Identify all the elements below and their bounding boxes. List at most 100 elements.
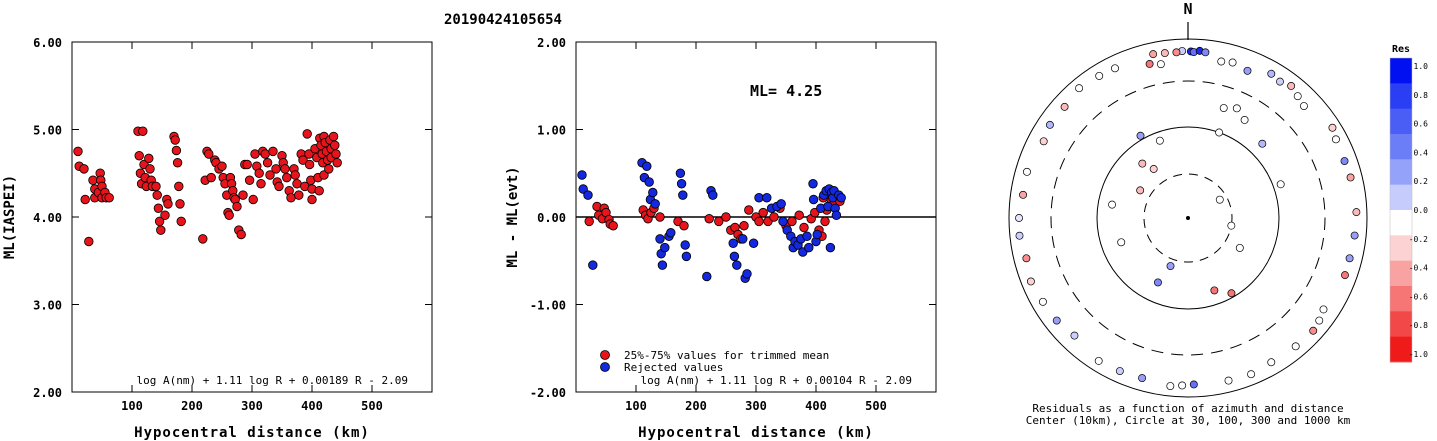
plot2-point — [769, 212, 779, 222]
plot1-point — [104, 193, 114, 203]
station-marker — [1224, 376, 1233, 385]
plot1-point — [156, 225, 166, 235]
station-marker — [1154, 278, 1162, 287]
station-marker — [1247, 370, 1256, 379]
figure-title: 20190424105654 — [444, 12, 562, 28]
map-caption-line1: Residuals as a function of azimuth and d… — [1032, 402, 1343, 415]
station-marker — [1015, 214, 1023, 222]
plot2-point — [676, 179, 687, 189]
plot2-point — [708, 190, 718, 200]
colorbar-block — [1390, 83, 1412, 110]
plot1-yticks: 2.00 3.00 4.00 5.00 6.00 — [33, 36, 432, 400]
plot2-point — [825, 242, 836, 253]
plot2-ytick-label: -1.00 — [530, 299, 566, 313]
colorbar-tick-label: 0.4 — [1414, 148, 1429, 157]
plot2-point — [836, 193, 846, 203]
station-marker — [1267, 358, 1276, 367]
station-marker — [1178, 381, 1187, 390]
plot1-point — [268, 146, 278, 157]
station-marker — [1060, 102, 1069, 111]
station-marker — [1228, 58, 1237, 67]
plot1-point — [302, 129, 312, 139]
circle-100km — [1096, 126, 1280, 310]
plot2-point — [812, 229, 822, 240]
plot2-point — [732, 260, 742, 270]
plot1-point — [332, 158, 342, 168]
station-marker — [1341, 271, 1349, 280]
circle-1000km — [1008, 38, 1368, 398]
plot1-point — [256, 179, 266, 189]
plot1-point — [134, 151, 144, 161]
plot1-point — [174, 181, 184, 192]
colorbar-block — [1390, 235, 1412, 262]
station-marker — [1217, 57, 1226, 66]
station-marker — [1155, 136, 1164, 145]
station-marker — [1232, 104, 1241, 113]
panel-ml-vs-distance: 2.00 3.00 4.00 5.00 6.00 100 200 300 400 500 Hyp… — [2, 36, 433, 441]
station-marker — [1115, 367, 1124, 376]
plot2-point — [744, 205, 754, 215]
plot2-point — [702, 271, 712, 282]
station-marker — [1227, 289, 1236, 298]
plot1-point — [138, 126, 148, 136]
plot1-xtick-label: 400 — [301, 399, 323, 413]
plot2-point — [678, 190, 688, 200]
plot2-point — [578, 184, 588, 194]
station-marker — [1215, 195, 1224, 204]
station-marker — [1201, 48, 1210, 57]
station-marker — [1258, 139, 1267, 148]
plot2-point — [655, 212, 665, 222]
plot1-point — [328, 131, 339, 142]
station-marker — [1215, 128, 1224, 137]
plot1-xticks: 100 200 300 400 500 — [121, 42, 383, 413]
colorbar-block — [1390, 210, 1412, 236]
plot1-point — [307, 194, 317, 205]
plot2-ylabel: ML - ML(evt) — [505, 166, 521, 267]
station-marker — [1309, 326, 1318, 335]
plot2-point — [742, 269, 752, 279]
plot2-point — [648, 187, 658, 198]
plot1-point — [330, 140, 340, 150]
station-marker — [1136, 131, 1145, 140]
station-marker — [1019, 190, 1028, 199]
colorbar-tick-label: -0.6 — [1409, 292, 1428, 301]
colorbar-block — [1390, 311, 1412, 338]
plot2-yticks: -2.00 -1.00 0.00 1.00 2.00 — [530, 36, 936, 400]
plot2-point — [778, 216, 788, 227]
colorbar-block — [1390, 184, 1412, 211]
plot2-ytick-label: 0.00 — [537, 211, 566, 225]
station-marker — [1156, 60, 1165, 69]
colorbar-blocks — [1389, 57, 1413, 363]
colorbar-tick-label: 0.0 — [1414, 206, 1429, 215]
station-marker — [1276, 77, 1284, 86]
colorbar-tick-label: 1.0 — [1414, 62, 1429, 71]
plot1-point — [304, 159, 315, 170]
plot2-point — [739, 221, 749, 231]
plot1-ytick-label: 3.00 — [33, 299, 62, 313]
plot1-point — [152, 190, 162, 200]
plot1-point — [290, 170, 300, 180]
station-marker — [1299, 102, 1308, 110]
plot1-point — [262, 158, 273, 168]
plot1-point — [292, 179, 302, 189]
plot1-xtick-label: 500 — [361, 399, 383, 413]
plot2-point — [704, 214, 714, 224]
plot1-ytick-label: 4.00 — [33, 211, 62, 225]
station-marker — [1235, 243, 1244, 252]
station-marker — [1138, 159, 1147, 168]
station-marker — [1345, 254, 1354, 263]
plot2-point — [794, 210, 804, 220]
plot1-point — [314, 186, 324, 196]
plot1-ytick-label: 6.00 — [33, 36, 62, 50]
plot2-points — [577, 158, 846, 283]
station-marker — [1331, 135, 1340, 144]
plot1-point — [274, 181, 284, 192]
plot2-point — [608, 221, 618, 231]
plot1-point — [206, 172, 216, 183]
station-marker — [1015, 231, 1024, 240]
plot1-point — [286, 193, 296, 203]
station-marker — [1350, 231, 1359, 240]
plot2-point — [758, 207, 768, 218]
plot1-point — [324, 164, 334, 174]
station-marker — [1117, 238, 1126, 247]
